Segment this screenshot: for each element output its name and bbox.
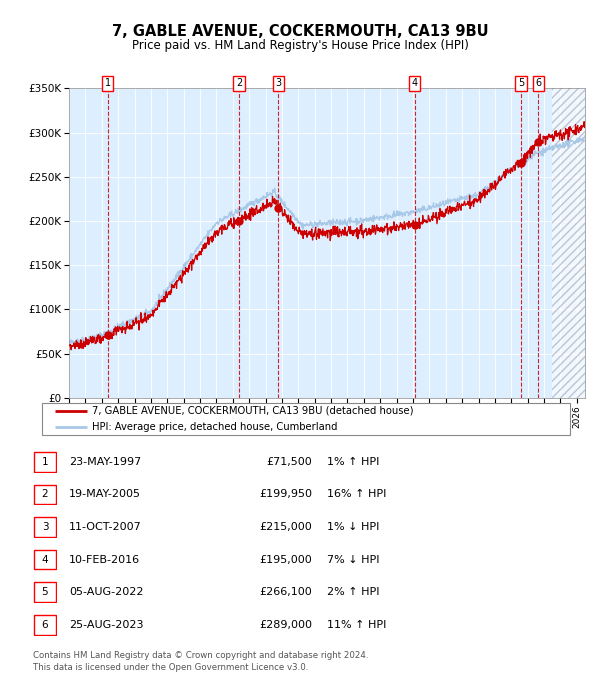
Text: 4: 4 — [412, 78, 418, 88]
Text: 1% ↑ HPI: 1% ↑ HPI — [327, 457, 379, 466]
Text: £266,100: £266,100 — [259, 588, 312, 597]
Text: £215,000: £215,000 — [259, 522, 312, 532]
Text: £195,000: £195,000 — [259, 555, 312, 564]
Text: 11-OCT-2007: 11-OCT-2007 — [69, 522, 142, 532]
Text: 3: 3 — [275, 78, 281, 88]
Text: 2% ↑ HPI: 2% ↑ HPI — [327, 588, 380, 597]
Text: £199,950: £199,950 — [259, 490, 312, 499]
Text: 4: 4 — [41, 555, 49, 564]
Text: Price paid vs. HM Land Registry's House Price Index (HPI): Price paid vs. HM Land Registry's House … — [131, 39, 469, 52]
Text: 2: 2 — [41, 490, 49, 499]
Text: 6: 6 — [41, 620, 49, 630]
Text: 5: 5 — [41, 588, 49, 597]
Text: £289,000: £289,000 — [259, 620, 312, 630]
Text: This data is licensed under the Open Government Licence v3.0.: This data is licensed under the Open Gov… — [33, 663, 308, 672]
FancyBboxPatch shape — [34, 517, 56, 537]
Bar — [552, 88, 585, 398]
Text: 6: 6 — [535, 78, 541, 88]
FancyBboxPatch shape — [34, 615, 56, 634]
Text: £71,500: £71,500 — [266, 457, 312, 466]
Text: 2: 2 — [236, 78, 242, 88]
Text: 7, GABLE AVENUE, COCKERMOUTH, CA13 9BU (detached house): 7, GABLE AVENUE, COCKERMOUTH, CA13 9BU (… — [92, 406, 413, 415]
Text: 7% ↓ HPI: 7% ↓ HPI — [327, 555, 380, 564]
FancyBboxPatch shape — [34, 452, 56, 471]
Text: 19-MAY-2005: 19-MAY-2005 — [69, 490, 141, 499]
Text: 5: 5 — [518, 78, 524, 88]
Text: 1: 1 — [105, 78, 111, 88]
Text: HPI: Average price, detached house, Cumberland: HPI: Average price, detached house, Cumb… — [92, 422, 338, 432]
FancyBboxPatch shape — [34, 550, 56, 569]
FancyBboxPatch shape — [34, 583, 56, 602]
Text: 10-FEB-2016: 10-FEB-2016 — [69, 555, 140, 564]
FancyBboxPatch shape — [42, 403, 570, 435]
Text: 05-AUG-2022: 05-AUG-2022 — [69, 588, 143, 597]
Text: 1% ↓ HPI: 1% ↓ HPI — [327, 522, 379, 532]
Text: Contains HM Land Registry data © Crown copyright and database right 2024.: Contains HM Land Registry data © Crown c… — [33, 651, 368, 660]
Text: 23-MAY-1997: 23-MAY-1997 — [69, 457, 141, 466]
Text: 16% ↑ HPI: 16% ↑ HPI — [327, 490, 386, 499]
Text: 3: 3 — [41, 522, 49, 532]
FancyBboxPatch shape — [34, 485, 56, 504]
Text: 11% ↑ HPI: 11% ↑ HPI — [327, 620, 386, 630]
Text: 7, GABLE AVENUE, COCKERMOUTH, CA13 9BU: 7, GABLE AVENUE, COCKERMOUTH, CA13 9BU — [112, 24, 488, 39]
Text: 25-AUG-2023: 25-AUG-2023 — [69, 620, 143, 630]
Text: 1: 1 — [41, 457, 49, 466]
